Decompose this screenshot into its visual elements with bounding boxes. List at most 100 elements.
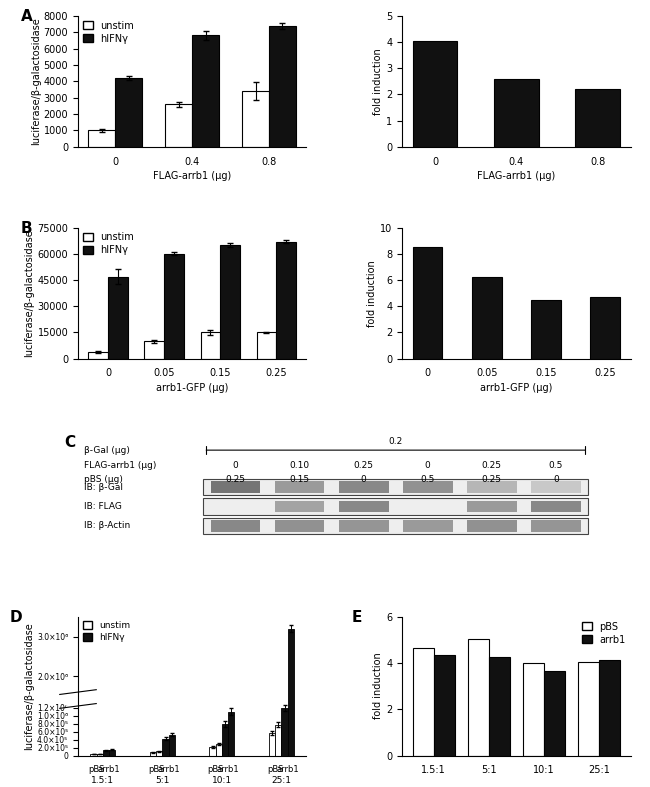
Bar [275, 482, 324, 493]
X-axis label: arrb1-GFP (μg): arrb1-GFP (μg) [156, 382, 228, 393]
Bar [467, 482, 517, 493]
X-axis label: FLAG-arrb1 (μg): FLAG-arrb1 (μg) [477, 171, 556, 181]
Y-axis label: fold induction: fold induction [367, 260, 378, 327]
Text: 0: 0 [361, 475, 367, 484]
Bar [203, 479, 588, 496]
Bar [339, 482, 389, 493]
Legend: unstim, hIFNγ: unstim, hIFNγ [83, 621, 130, 642]
Bar [413, 41, 458, 147]
X-axis label: FLAG-arrb1 (μg): FLAG-arrb1 (μg) [153, 171, 231, 181]
Bar [203, 518, 588, 534]
Bar [275, 520, 324, 531]
Bar [434, 655, 454, 756]
Bar [413, 648, 434, 756]
Bar [156, 751, 162, 756]
Bar [590, 297, 620, 359]
Bar [578, 662, 599, 756]
Bar [88, 131, 115, 147]
Bar [269, 733, 275, 756]
Text: IB: FLAG: IB: FLAG [83, 502, 122, 511]
Bar [281, 708, 288, 756]
Y-axis label: fold induction: fold induction [374, 652, 383, 719]
Text: E: E [352, 610, 362, 625]
Bar [203, 498, 588, 515]
Bar [413, 247, 442, 359]
Text: 0.25: 0.25 [482, 475, 502, 484]
Legend: unstim, hIFNγ: unstim, hIFNγ [83, 232, 134, 256]
Text: 25:1: 25:1 [272, 776, 291, 785]
Text: IB: β-Gal: IB: β-Gal [83, 482, 122, 492]
Bar [103, 750, 109, 756]
Text: IB: β-Actin: IB: β-Actin [83, 521, 130, 530]
Bar [242, 91, 269, 147]
Bar [257, 332, 276, 359]
Bar [403, 482, 452, 493]
Text: 0: 0 [553, 475, 559, 484]
Bar [575, 89, 620, 147]
Text: 10:1: 10:1 [212, 776, 232, 785]
Bar [544, 671, 565, 756]
Bar [531, 482, 581, 493]
Text: A: A [21, 9, 32, 24]
Bar [209, 747, 216, 756]
Text: 5:1: 5:1 [155, 776, 170, 785]
Text: 0.15: 0.15 [289, 475, 309, 484]
Bar [220, 245, 240, 359]
Text: 0.25: 0.25 [354, 460, 374, 470]
Bar [168, 735, 175, 756]
Text: 0.10: 0.10 [289, 460, 309, 470]
Bar [599, 660, 620, 756]
Bar [472, 278, 502, 359]
Text: 0.5: 0.5 [421, 475, 435, 484]
Bar [531, 520, 581, 531]
Bar [108, 276, 127, 359]
Y-axis label: luciferase/β-galactosidase: luciferase/β-galactosidase [31, 17, 41, 145]
Bar [164, 254, 184, 359]
Bar [269, 25, 296, 147]
Bar [109, 750, 115, 756]
Bar [97, 754, 103, 756]
Bar [275, 501, 324, 512]
Y-axis label: fold induction: fold induction [374, 48, 383, 115]
Bar [211, 520, 260, 531]
Text: 0.25: 0.25 [482, 460, 502, 470]
Bar [90, 754, 97, 756]
Bar [467, 501, 517, 512]
Y-axis label: luciferase/β-galactosidase: luciferase/β-galactosidase [24, 623, 34, 750]
Bar [275, 725, 281, 756]
Text: β-Gal (μg): β-Gal (μg) [83, 446, 129, 455]
Bar [531, 300, 561, 359]
Text: 0.2: 0.2 [389, 438, 403, 446]
Bar [88, 352, 108, 359]
Bar [403, 520, 452, 531]
Bar [216, 744, 222, 756]
Bar [150, 752, 156, 756]
Bar [276, 242, 296, 359]
Text: B: B [21, 221, 32, 236]
Bar [494, 79, 539, 147]
Bar [531, 501, 581, 512]
Bar [201, 332, 220, 359]
Bar [144, 342, 164, 359]
Bar [339, 520, 389, 531]
Legend: pBS, arrb1: pBS, arrb1 [582, 622, 626, 645]
Bar [115, 78, 142, 147]
Bar [222, 724, 228, 756]
Bar [162, 739, 168, 756]
Legend: unstim, hIFNγ: unstim, hIFNγ [83, 20, 134, 43]
Bar [165, 104, 192, 147]
Text: 1.5:1: 1.5:1 [92, 776, 114, 785]
Bar [228, 712, 235, 756]
Text: 0.5: 0.5 [549, 460, 563, 470]
Text: 0: 0 [425, 460, 430, 470]
Bar [339, 501, 389, 512]
Bar [211, 482, 260, 493]
Text: D: D [10, 610, 22, 625]
Bar [288, 629, 294, 756]
Bar [489, 657, 510, 756]
Bar [192, 35, 219, 147]
Bar [523, 663, 544, 756]
Text: C: C [64, 434, 75, 449]
Bar [468, 639, 489, 756]
Text: pBS (μg): pBS (μg) [83, 475, 122, 484]
